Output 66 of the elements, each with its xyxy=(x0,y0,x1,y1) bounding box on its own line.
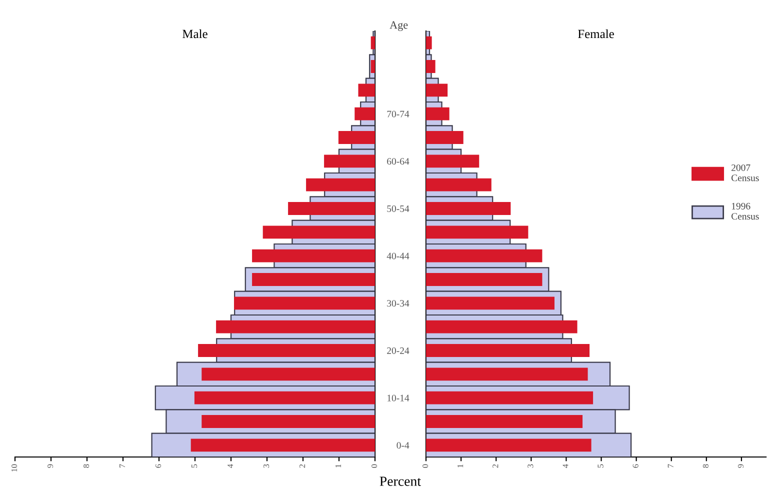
x-tick-label: 3 xyxy=(528,464,534,468)
y-tick-label: 50-54 xyxy=(387,205,410,212)
x-tick-label: 2 xyxy=(299,464,306,468)
x-tick-label: 10 xyxy=(11,464,18,472)
x-tick-label: 5 xyxy=(598,464,604,468)
bar xyxy=(426,178,492,192)
x-tick-label: 7 xyxy=(668,464,674,468)
bar xyxy=(426,344,590,357)
bar xyxy=(426,202,511,215)
bar xyxy=(426,368,588,381)
bar xyxy=(426,154,480,168)
y-tick-label: 30-34 xyxy=(387,300,410,307)
y-tick-label: 20-24 xyxy=(387,347,410,354)
bar xyxy=(426,131,464,144)
y-tick-label: 10-14 xyxy=(388,394,410,402)
bar xyxy=(288,202,375,215)
x-tick-label: 1 xyxy=(458,464,464,468)
x-tick-label: 9 xyxy=(738,464,744,468)
legend-label: 1996 Census xyxy=(732,202,759,220)
chart-title: Female xyxy=(578,29,614,38)
bar xyxy=(358,84,375,97)
bar xyxy=(426,36,432,50)
x-tick-label: 8 xyxy=(702,464,708,468)
bar xyxy=(262,226,375,239)
bar xyxy=(426,84,448,97)
x-tick-label: 4 xyxy=(562,464,568,468)
bar xyxy=(370,36,375,50)
y-tick-label: 0-4 xyxy=(396,442,410,449)
y-tick-label: 60-64 xyxy=(387,158,410,165)
bar xyxy=(426,391,594,404)
bar xyxy=(306,178,375,192)
x-tick-label: 7 xyxy=(120,464,126,468)
bar xyxy=(216,320,375,334)
bar xyxy=(202,368,375,381)
bar xyxy=(198,344,375,357)
x-tick-label: 1 xyxy=(336,464,342,468)
y-axis-title: Age xyxy=(390,21,408,31)
x-tick-label: 8 xyxy=(83,464,90,468)
bar xyxy=(426,107,450,120)
bar xyxy=(426,320,578,334)
legend-label: 2007 Census xyxy=(732,164,759,182)
chart-title: Male xyxy=(182,29,208,38)
x-tick-label: 2 xyxy=(492,464,498,468)
bar xyxy=(338,131,375,144)
bar xyxy=(426,415,583,428)
x-tick-label: 5 xyxy=(192,464,198,468)
y-tick-label: 40-44 xyxy=(386,252,410,260)
bar xyxy=(190,438,375,452)
bar xyxy=(252,249,375,262)
bar xyxy=(426,60,436,73)
x-tick-label: 0 xyxy=(422,464,428,468)
x-tick-label: 6 xyxy=(155,464,162,468)
bar xyxy=(194,391,375,404)
x-tick-label: 9 xyxy=(47,464,54,468)
bar xyxy=(324,154,375,168)
x-tick-label: 0 xyxy=(371,464,378,468)
bar xyxy=(426,249,542,262)
x-tick-label: 6 xyxy=(632,464,638,468)
y-tick-label: 70-74 xyxy=(387,110,410,118)
x-tick-label: 4 xyxy=(228,464,234,468)
x-tick-label: 3 xyxy=(263,464,270,468)
x-axis-title: Percent xyxy=(380,476,421,486)
bar xyxy=(202,415,375,428)
bar xyxy=(426,438,592,452)
bar xyxy=(354,107,375,120)
bar xyxy=(426,226,528,239)
